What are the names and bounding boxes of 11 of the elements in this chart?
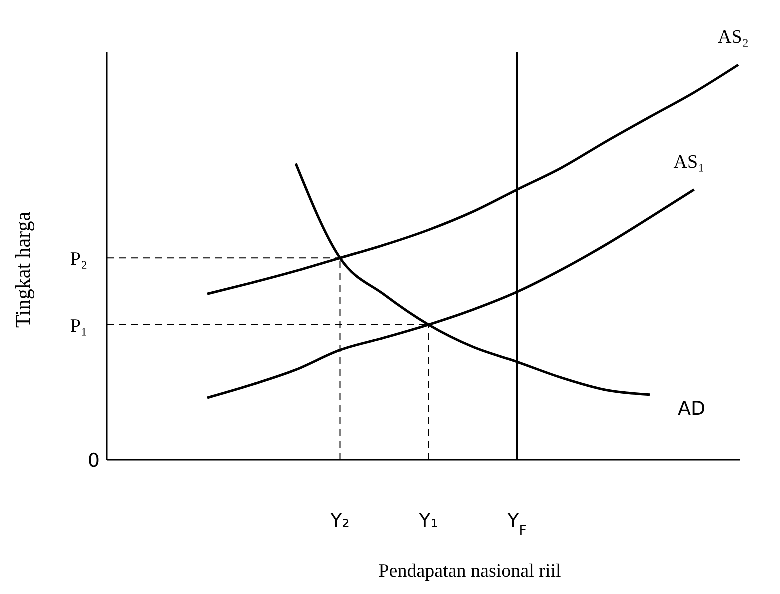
ref-line-label: P₁ (70, 316, 88, 337)
y-axis-title: Tingkat harga (11, 211, 35, 328)
x-tick-label: Y₁ (418, 510, 438, 532)
x-tick-label: Y$_{F}$ (506, 510, 527, 538)
text: 0 (88, 450, 100, 472)
ref-line-label: P₂ (70, 249, 88, 270)
series-label: AS₁ (674, 152, 705, 173)
series-label: AS₂ (718, 27, 749, 48)
series-label: AD (678, 398, 706, 420)
x-axis-title: Pendapatan nasional riil (378, 561, 562, 582)
x-tick-label: Y₂ (330, 510, 350, 532)
